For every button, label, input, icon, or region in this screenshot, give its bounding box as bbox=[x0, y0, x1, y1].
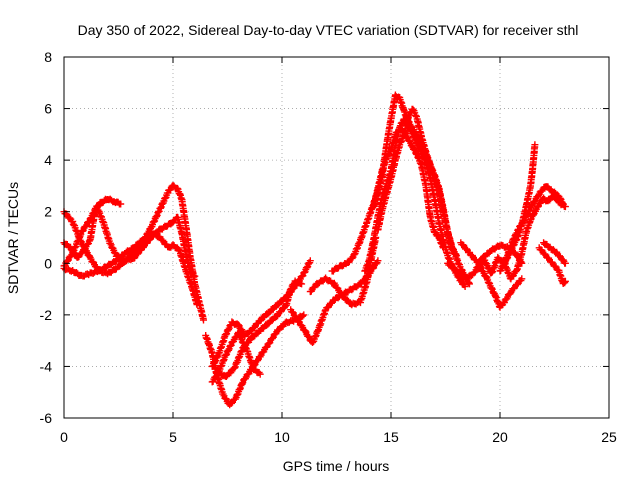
marker-trail bbox=[496, 183, 567, 275]
x-tick-label: 10 bbox=[274, 429, 290, 445]
marker-trail bbox=[60, 202, 199, 280]
series-track-t bbox=[535, 244, 569, 287]
series-track-j bbox=[306, 234, 380, 309]
axis-ticks bbox=[63, 56, 610, 419]
y-tick-label: 4 bbox=[44, 152, 52, 168]
series-track-n bbox=[370, 125, 447, 252]
y-tick-labels: -6 -4 -2 0 2 4 6 8 bbox=[40, 49, 53, 426]
y-tick-label: 8 bbox=[44, 49, 52, 65]
y-tick-label: 6 bbox=[44, 101, 52, 117]
x-tick-label: 0 bbox=[60, 429, 68, 445]
marker-trail bbox=[306, 234, 380, 309]
y-axis-label: SDTVAR / TECUs bbox=[5, 182, 21, 294]
series-track-m bbox=[374, 105, 460, 259]
marker-trail bbox=[213, 277, 306, 380]
x-tick-label: 5 bbox=[169, 429, 177, 445]
y-tick-label: 0 bbox=[44, 255, 52, 271]
series-track-u bbox=[540, 239, 569, 267]
y-tick-label: -6 bbox=[40, 410, 53, 426]
marker-trail bbox=[370, 125, 447, 252]
y-tick-label: -2 bbox=[40, 307, 53, 323]
x-axis-label: GPS time / hours bbox=[283, 458, 390, 474]
series-track-q bbox=[474, 192, 569, 283]
series-track-s bbox=[496, 183, 567, 275]
plot-marks bbox=[60, 91, 569, 409]
plot-frame bbox=[63, 56, 610, 419]
x-tick-label: 25 bbox=[601, 429, 617, 445]
y-tick-label: 2 bbox=[44, 204, 52, 220]
x-tick-labels: 0 5 10 15 20 25 bbox=[60, 429, 617, 445]
marker-trail bbox=[474, 192, 569, 283]
chart-title: Day 350 of 2022, Sidereal Day-to-day VTE… bbox=[78, 22, 579, 38]
series-track-p bbox=[457, 239, 526, 311]
x-tick-label: 15 bbox=[383, 429, 399, 445]
marker-trail bbox=[540, 239, 569, 267]
marker-trail bbox=[374, 105, 460, 259]
series-track-h bbox=[213, 277, 306, 380]
marker-trail bbox=[457, 239, 526, 311]
y-tick-label: -4 bbox=[40, 358, 53, 374]
series-track-c bbox=[60, 202, 199, 280]
marker-trail bbox=[535, 244, 569, 287]
x-tick-label: 20 bbox=[492, 429, 508, 445]
